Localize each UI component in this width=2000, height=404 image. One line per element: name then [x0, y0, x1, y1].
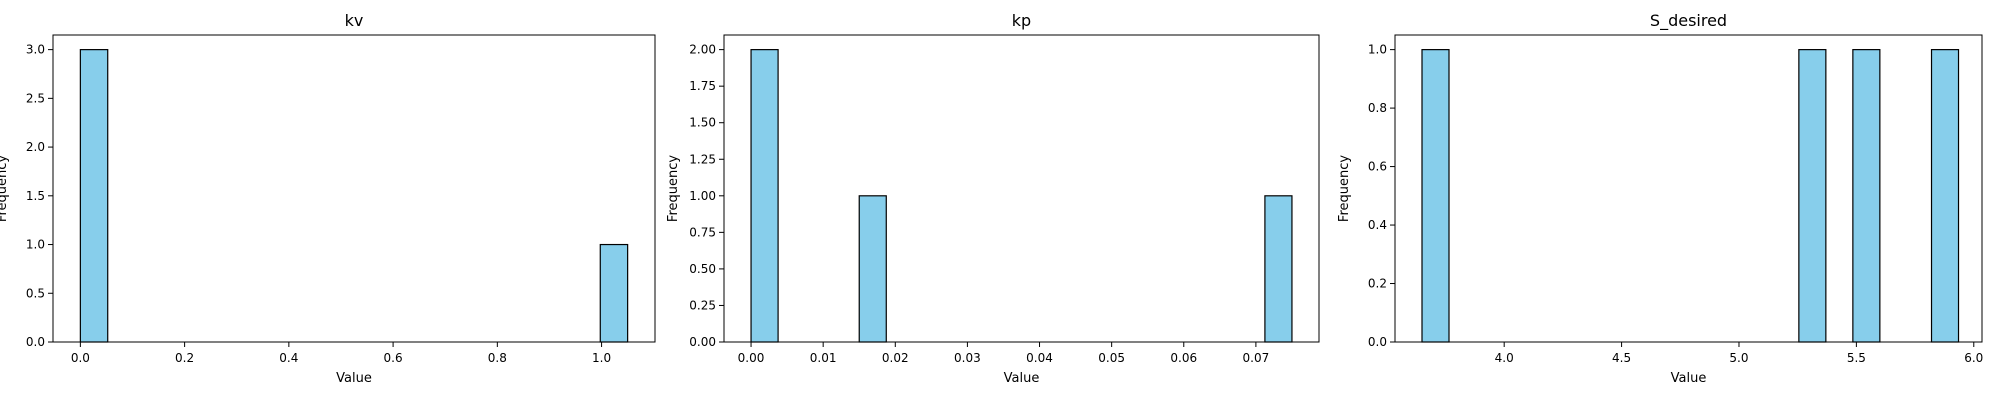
x-tick-label: 0.06: [1170, 351, 1197, 365]
y-tick-label: 1.0: [26, 238, 45, 252]
y-tick-label: 2.5: [26, 91, 45, 105]
axes-frame: [52, 34, 656, 343]
x-tick-label: 5.5: [1847, 351, 1866, 365]
y-tick-label: 1.00: [689, 189, 716, 203]
x-tick-label: 0.07: [1243, 351, 1270, 365]
chart-title: kp: [1012, 11, 1031, 30]
y-axis-label: Frequency: [0, 155, 10, 222]
x-tick-label: 0.4: [279, 351, 298, 365]
x-axis-label: Value: [1671, 371, 1707, 386]
histogram-bar: [750, 49, 779, 343]
y-tick-label: 0.0: [26, 335, 45, 349]
y-tick-label: 0.2: [1368, 277, 1387, 291]
y-axis-label: Frequency: [1337, 155, 1352, 222]
x-tick-label: 4.0: [1495, 351, 1514, 365]
y-tick-label: 0.25: [689, 298, 716, 312]
histogram-bar: [1264, 195, 1293, 343]
y-tick-label: 3.0: [26, 43, 45, 57]
histogram-bar: [1798, 49, 1827, 343]
x-tick-label: 0.04: [1026, 351, 1053, 365]
y-tick-label: 2.00: [689, 43, 716, 57]
x-axis-label: Value: [1004, 371, 1040, 386]
chart-title: kv: [345, 11, 364, 30]
histogram-bar: [599, 243, 629, 343]
y-tick-label: 1.25: [689, 152, 716, 166]
y-tick-label: 0.00: [689, 335, 716, 349]
y-tick-label: 1.75: [689, 79, 716, 93]
x-axis-label: Value: [336, 371, 372, 386]
x-tick-label: 6.0: [1964, 351, 1983, 365]
y-tick-label: 1.5: [26, 189, 45, 203]
histogram-bar: [1421, 49, 1450, 343]
histogram-bar: [858, 195, 887, 343]
y-tick-label: 0.5: [26, 286, 45, 300]
x-tick-label: 0.05: [1098, 351, 1125, 365]
x-tick-label: 0.2: [175, 351, 194, 365]
x-tick-label: 4.5: [1612, 351, 1631, 365]
y-tick-label: 0.0: [1368, 335, 1387, 349]
chart-panel-3: 4.0 4.5 5.0 5.5 6.0 0.0 0.2 0.4 0.6 0.8 1.0 S_desir…: [1337, 11, 1983, 386]
axes-frame: [723, 34, 1320, 343]
x-tick-label: 0.03: [954, 351, 981, 365]
x-tick-label: 0.0: [71, 351, 90, 365]
histogram-bar: [79, 49, 109, 343]
histogram-bar: [1852, 49, 1881, 343]
y-tick-label: 0.50: [689, 262, 716, 276]
histogram-bar: [1930, 49, 1960, 343]
x-tick-label: 0.8: [488, 351, 507, 365]
y-tick-label: 2.0: [26, 140, 45, 154]
x-tick-label: 0.02: [882, 351, 909, 365]
y-tick-label: 1.0: [1368, 43, 1387, 57]
y-tick-label: 0.4: [1368, 218, 1387, 232]
y-tick-label: 0.8: [1368, 101, 1387, 115]
axes-frame: [1394, 34, 1983, 343]
x-tick-label: 0.6: [384, 351, 403, 365]
chart-title: S_desired: [1650, 11, 1727, 31]
x-tick-label: 0.01: [810, 351, 837, 365]
x-tick-label: 0.00: [738, 351, 765, 365]
chart-panel-1: 0.0 0.2 0.4 0.6 0.8 1.0 0.0 0.5 1.0 1.5 2.0 2.5 3.0 k…: [0, 11, 656, 386]
x-tick-label: 5.0: [1729, 351, 1748, 365]
y-tick-label: 0.75: [689, 225, 716, 239]
x-tick-label: 1.0: [592, 351, 611, 365]
chart-panel-2: 0.00 0.01 0.02 0.03 0.04 0.05 0.06 0.07 0.00 0.25…: [666, 11, 1320, 386]
y-tick-label: 0.6: [1368, 160, 1387, 174]
y-axis-label: Frequency: [666, 155, 681, 222]
y-tick-label: 1.50: [689, 116, 716, 130]
